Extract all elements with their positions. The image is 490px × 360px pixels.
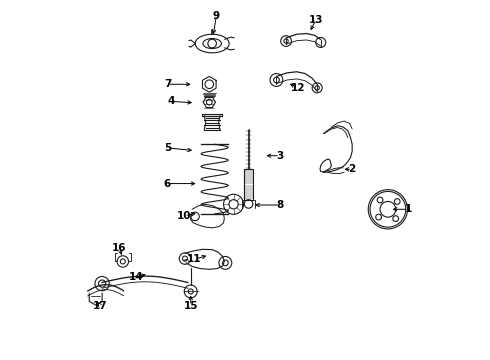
Text: 6: 6	[164, 179, 171, 189]
Text: 17: 17	[93, 301, 108, 311]
Text: 12: 12	[291, 83, 305, 93]
Text: 14: 14	[129, 272, 144, 282]
Text: 10: 10	[177, 211, 192, 221]
Text: 7: 7	[164, 79, 171, 89]
Text: 11: 11	[187, 254, 201, 264]
Text: 13: 13	[309, 15, 323, 25]
Text: 5: 5	[164, 143, 171, 153]
Text: 8: 8	[276, 200, 284, 210]
Text: 3: 3	[276, 151, 284, 161]
Text: 16: 16	[112, 243, 126, 253]
Text: 2: 2	[348, 164, 356, 174]
Text: 15: 15	[183, 301, 198, 311]
Text: 1: 1	[405, 204, 412, 214]
Text: 4: 4	[168, 96, 175, 107]
Text: 9: 9	[213, 11, 220, 21]
